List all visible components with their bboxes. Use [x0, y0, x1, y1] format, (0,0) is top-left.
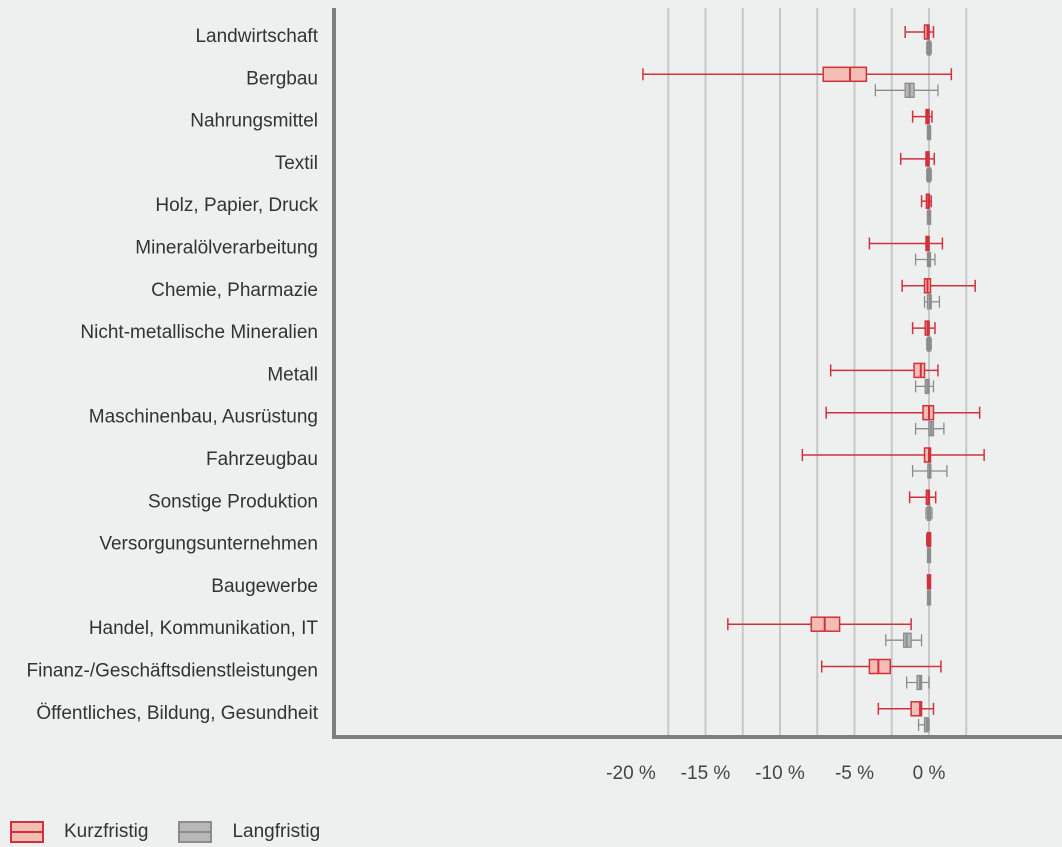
box-kurzfristig [926, 531, 932, 548]
legend-item-kurzfristig: Kurzfristig [10, 821, 148, 843]
box-kurzfristig [825, 404, 981, 421]
legend: Kurzfristig Langfristig [10, 817, 350, 847]
box-langfristig [914, 378, 935, 395]
x-tick-label: 0 % [913, 763, 946, 784]
x-tick-label: -10 % [755, 763, 805, 784]
grid-lines [667, 8, 968, 737]
series-kurzfristig [642, 24, 985, 717]
box-langfristig [885, 632, 923, 648]
category-label: Nicht-metallische Mineralien [80, 322, 318, 343]
box-kurzfristig [911, 320, 936, 336]
box-kurzfristig [868, 235, 944, 252]
category-label: Finanz-/Geschäftsdienstleistungen [27, 661, 319, 682]
category-label: Mineralölverarbeitung [135, 238, 318, 259]
box-kurzfristig [920, 193, 932, 209]
box-langfristig [874, 82, 939, 98]
category-label: Handel, Kommunikation, IT [89, 618, 319, 639]
category-label: Chemie, Pharmazie [151, 280, 318, 301]
legend-swatch-langfristig [178, 821, 213, 843]
x-tick-label: -15 % [681, 763, 731, 784]
box-langfristig [926, 547, 932, 564]
iqr-box [868, 658, 892, 675]
category-label: Bergbau [246, 68, 318, 89]
box-langfristig [906, 674, 930, 691]
box-langfristig [926, 209, 932, 225]
category-label: Maschinenbau, Ausrüstung [89, 407, 318, 428]
category-label: Fahrzeugbau [206, 449, 318, 470]
box-langfristig [926, 336, 932, 352]
box-langfristig [926, 590, 932, 606]
box-kurzfristig [901, 278, 976, 294]
box-kurzfristig [904, 24, 935, 40]
box-kurzfristig [829, 362, 939, 379]
iqr-box [923, 447, 932, 463]
category-label: Baugewerbe [211, 576, 318, 597]
box-langfristig [926, 124, 932, 141]
iqr-box [910, 701, 923, 717]
x-tick-label: -5 % [835, 763, 874, 784]
legend-swatch-kurzfristig [10, 821, 44, 843]
box-kurzfristig [642, 66, 953, 83]
box-langfristig [911, 463, 948, 479]
category-label: Nahrungsmittel [190, 111, 318, 132]
box-kurzfristig [820, 658, 942, 675]
category-label: Textil [275, 153, 318, 174]
category-label: Öffentliches, Bildung, Gesundheit [36, 703, 318, 724]
box-langfristig [914, 251, 936, 268]
box-kurzfristig [926, 574, 932, 590]
box-langfristig [914, 421, 945, 437]
box-kurzfristig [801, 447, 985, 463]
axes [332, 8, 1062, 739]
category-labels: Landwirtschaft Bergbau Nahrungsmittel Texti… [27, 26, 319, 724]
iqr-box [822, 66, 868, 83]
series-langfristig [874, 40, 948, 733]
box-kurzfristig [908, 489, 937, 506]
box-langfristig [923, 294, 941, 310]
box-kurzfristig [727, 616, 912, 632]
box-langfristig [925, 505, 933, 521]
box-kurzfristig [899, 151, 935, 167]
category-label: Holz, Papier, Druck [155, 195, 318, 216]
legend-label-langfristig: Langfristig [232, 821, 321, 842]
box-langfristig [926, 40, 932, 56]
boxplot-series [642, 24, 985, 733]
x-tick-label: -20 % [606, 763, 656, 784]
box-langfristig [926, 167, 932, 183]
category-label: Metall [267, 364, 318, 385]
x-tick-labels: -20 % -15 % -10 % -5 % 0 % [606, 763, 945, 784]
box-kurzfristig [911, 108, 933, 125]
category-label: Versorgungsunternehmen [99, 534, 318, 555]
box-langfristig [917, 717, 930, 733]
legend-item-langfristig: Langfristig [178, 821, 320, 843]
category-label: Landwirtschaft [195, 26, 318, 47]
legend-label-kurzfristig: Kurzfristig [64, 821, 149, 842]
box-kurzfristig [877, 701, 935, 717]
category-label: Sonstige Produktion [148, 491, 318, 512]
iqr-box [913, 362, 926, 379]
